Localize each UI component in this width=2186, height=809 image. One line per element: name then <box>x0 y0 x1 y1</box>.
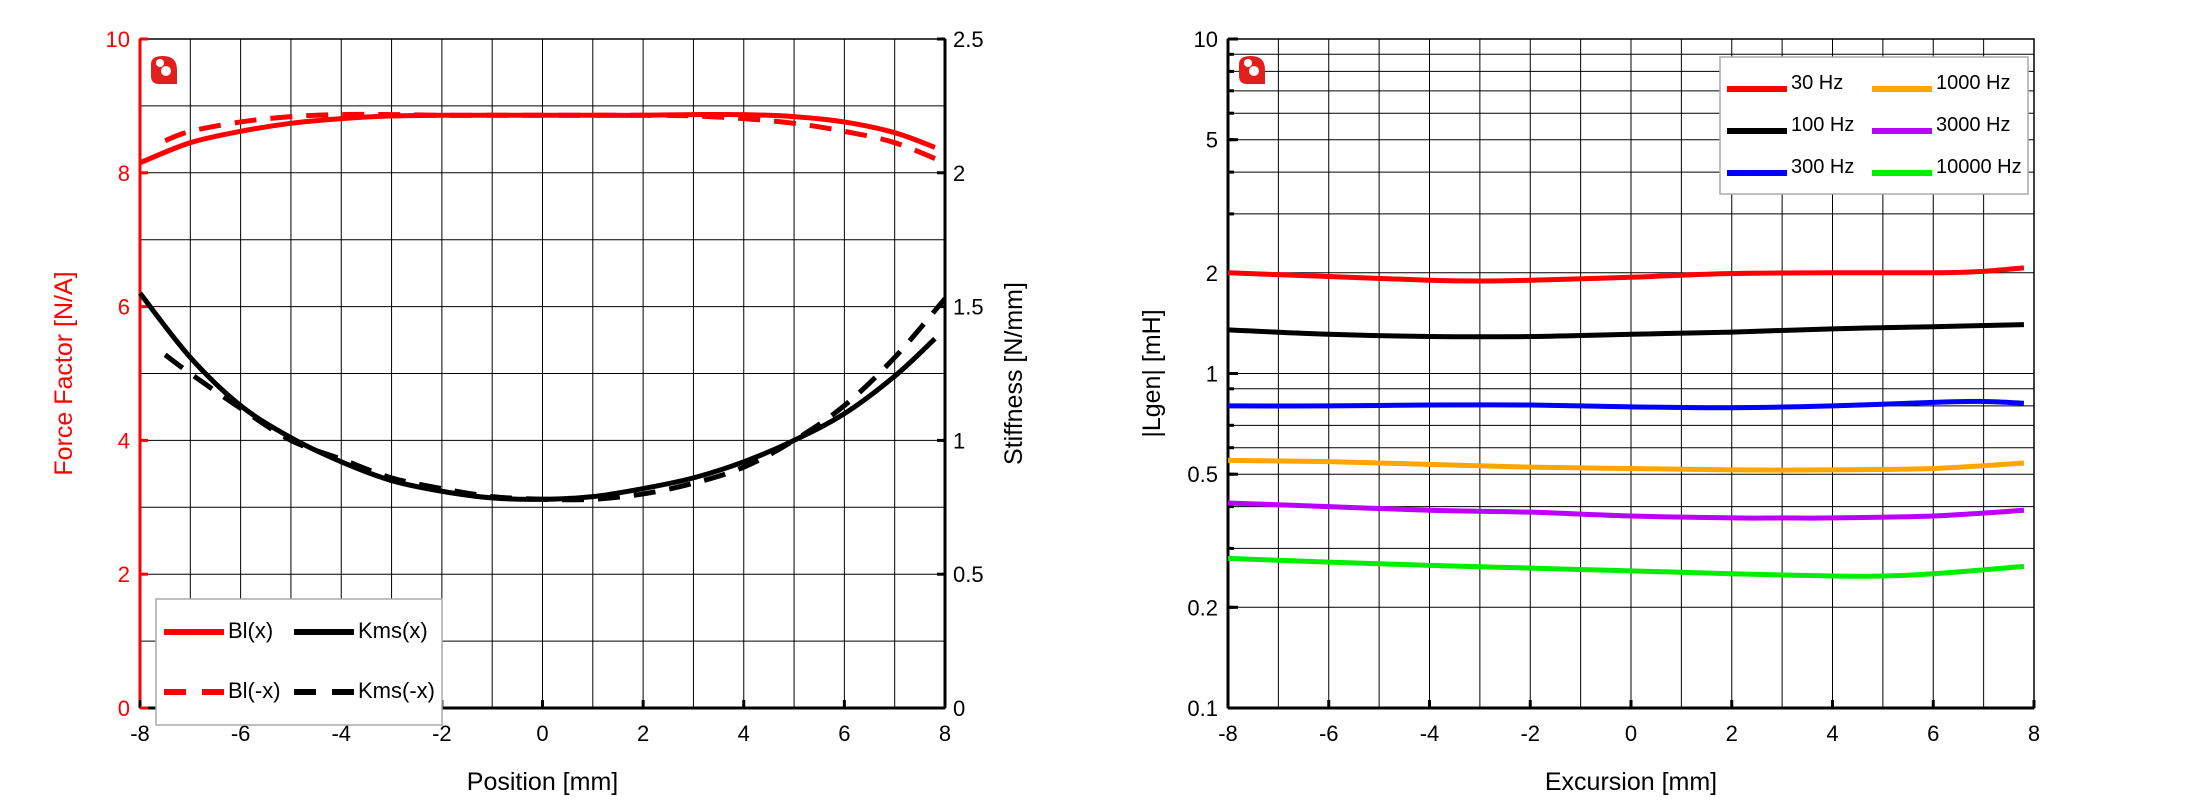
y2-tick-label: 1.5 <box>953 295 984 320</box>
series-line-kms-x- <box>163 296 947 503</box>
y-tick-label: 10 <box>106 27 130 52</box>
legend-label: Bl(-x) <box>228 678 281 703</box>
logo-dot <box>156 59 164 67</box>
series-line-30-hz <box>1227 265 2025 284</box>
logo-dot <box>1249 66 1259 76</box>
legend-label: 1000 Hz <box>1936 72 2011 94</box>
x-tick-label: -4 <box>1420 721 1440 746</box>
y-axis-label: |Lgen| [mH] <box>1138 309 1166 437</box>
y-tick-label: 0.1 <box>1187 696 1218 721</box>
y2-tick-label: 2.5 <box>953 27 984 52</box>
y-tick-label: 4 <box>118 428 130 453</box>
y-tick-label: 2 <box>118 562 130 587</box>
y-tick-label: 5 <box>1206 128 1218 153</box>
y-tick-label: 0 <box>118 696 130 721</box>
y2-tick-label: 1 <box>953 428 965 453</box>
y-axis-label: Force Factor [N/A] <box>50 271 78 475</box>
x-axis-label: Position [mm] <box>467 768 618 796</box>
x-tick-label: 0 <box>536 721 548 746</box>
y2-tick-label: 0 <box>953 696 965 721</box>
x-tick-label: 8 <box>939 721 951 746</box>
x-tick-label: -8 <box>130 721 150 746</box>
y-tick-label: 10 <box>1194 27 1218 52</box>
series-line-bl-x- <box>164 111 946 166</box>
x-tick-label: 4 <box>738 721 750 746</box>
logo-dot <box>161 66 171 76</box>
series-line-300-hz <box>1227 398 2025 411</box>
y-tick-label: 6 <box>118 295 130 320</box>
x-axis-label: Excursion [mm] <box>1545 768 1717 796</box>
x-tick-label: 8 <box>2028 721 2040 746</box>
y2-tick-label: 2 <box>953 161 965 186</box>
legend-label: 10000 Hz <box>1936 156 2022 178</box>
legend-label: 300 Hz <box>1791 156 1854 178</box>
y2-axis-label: Stiffness [N/mm] <box>1000 282 1028 465</box>
legend-label: Kms(-x) <box>358 678 435 703</box>
legend-label: Bl(x) <box>228 618 273 643</box>
y2-tick-label: 0.5 <box>953 562 984 587</box>
legend-box <box>155 598 443 726</box>
y-tick-label: 2 <box>1206 261 1218 286</box>
x-tick-label: 4 <box>1826 721 1838 746</box>
legend-label: 3000 Hz <box>1936 114 2011 136</box>
x-tick-label: -4 <box>331 721 351 746</box>
legend-label: 30 Hz <box>1791 72 1843 94</box>
y-tick-label: 0.2 <box>1187 595 1218 620</box>
x-tick-label: 2 <box>637 721 649 746</box>
x-tick-label: 6 <box>838 721 850 746</box>
legend-label: Kms(x) <box>358 618 428 643</box>
x-tick-label: 0 <box>1625 721 1637 746</box>
x-tick-label: -8 <box>1218 721 1238 746</box>
series-line-100-hz <box>1227 322 2024 340</box>
y-tick-label: 0.5 <box>1187 462 1218 487</box>
x-tick-label: -2 <box>432 721 452 746</box>
series-line-bl-x- <box>139 111 936 166</box>
x-tick-label: -6 <box>1319 721 1339 746</box>
x-tick-label: 2 <box>1726 721 1738 746</box>
series-line-kms-x- <box>138 291 937 502</box>
legend-label: 100 Hz <box>1791 114 1854 136</box>
series-line-10000-hz <box>1227 555 2025 579</box>
y-tick-label: 1 <box>1206 362 1218 387</box>
x-tick-label: -2 <box>1520 721 1540 746</box>
series-line-1000-hz <box>1227 457 2025 473</box>
logo-dot <box>1244 59 1252 67</box>
y-tick-label: 8 <box>118 161 130 186</box>
x-tick-label: 6 <box>1927 721 1939 746</box>
x-tick-label: -6 <box>231 721 251 746</box>
series-line-3000-hz <box>1227 500 2025 521</box>
